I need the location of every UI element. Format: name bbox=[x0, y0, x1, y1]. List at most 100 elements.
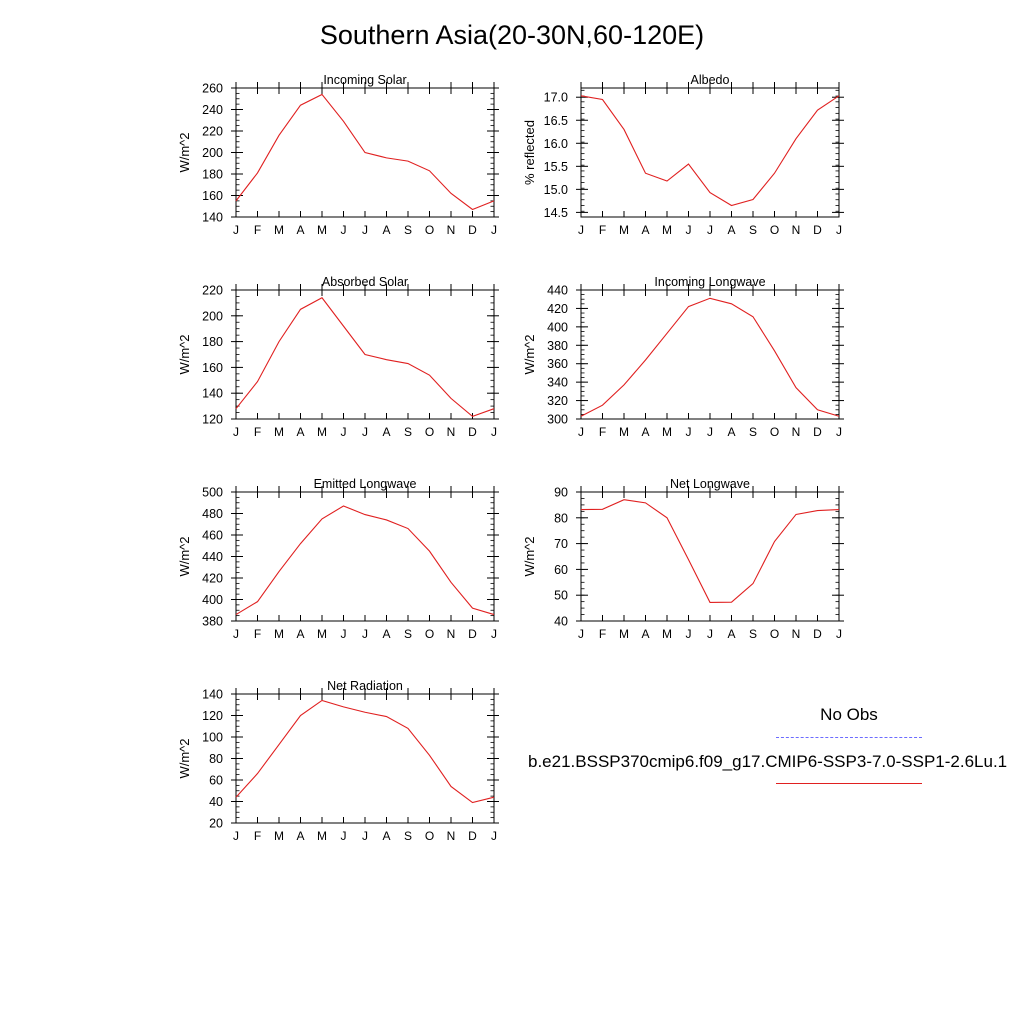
chart-5-xtick-label: J bbox=[836, 627, 842, 641]
chart-1-xtick-label: J bbox=[836, 223, 842, 237]
chart-1-title: Albedo bbox=[691, 73, 730, 87]
chart-1-xtick-label: J bbox=[578, 223, 584, 237]
chart-2-xtick-label: M bbox=[317, 425, 327, 439]
chart-4-xtick-label: J bbox=[491, 627, 497, 641]
chart-0-ytick-label: 180 bbox=[202, 168, 223, 182]
chart-2-ytick-label: 120 bbox=[202, 413, 223, 427]
chart-4-xtick-label: N bbox=[447, 627, 456, 641]
chart-3-xtick-label: O bbox=[770, 425, 779, 439]
chart-4-xtick-label: F bbox=[254, 627, 261, 641]
chart-6-xtick-label: J bbox=[233, 829, 239, 843]
chart-3-ytick-label: 320 bbox=[547, 394, 568, 408]
chart-5-xtick-label: J bbox=[686, 627, 692, 641]
page-title: Southern Asia(20-30N,60-120E) bbox=[319, 20, 705, 50]
chart-4-xtick-label: S bbox=[404, 627, 412, 641]
chart-1-xtick-label: S bbox=[749, 223, 757, 237]
chart-0-ytick-label: 220 bbox=[202, 125, 223, 139]
chart-4-xtick-label: O bbox=[425, 627, 434, 641]
chart-2-xtick-label: J bbox=[341, 425, 347, 439]
chart-6-ylabel: W/m^2 bbox=[177, 738, 192, 778]
chart-6-xtick-label: O bbox=[425, 829, 434, 843]
chart-1-series-line-0 bbox=[580, 95, 840, 207]
chart-4-ytick-label: 460 bbox=[202, 529, 223, 543]
chart-0-xtick-label: A bbox=[382, 223, 390, 237]
chart-5-xtick-label: M bbox=[619, 627, 629, 641]
chart-4-ytick-label: 420 bbox=[202, 572, 223, 586]
chart-2-ylabel: W/m^2 bbox=[177, 334, 192, 374]
chart-4-ytick-label: 380 bbox=[202, 615, 223, 629]
chart-6-ytick-label: 40 bbox=[209, 795, 223, 809]
chart-5-ytick-label: 80 bbox=[554, 511, 568, 525]
chart-3-ytick-label: 360 bbox=[547, 357, 568, 371]
chart-3-series-line-0 bbox=[580, 297, 840, 417]
chart-0-xtick-label: O bbox=[425, 223, 434, 237]
chart-4-xtick-label: J bbox=[233, 627, 239, 641]
chart-3-xtick-label: J bbox=[686, 425, 692, 439]
chart-0-title: Incoming Solar bbox=[323, 73, 406, 87]
chart-1-xtick-label: F bbox=[599, 223, 606, 237]
chart-0-ytick-label: 140 bbox=[202, 211, 223, 225]
chart-3-xtick-label: N bbox=[792, 425, 801, 439]
chart-4-xtick-label: A bbox=[382, 627, 390, 641]
chart-6-ytick-label: 60 bbox=[209, 774, 223, 788]
chart-3-xtick-label: M bbox=[662, 425, 672, 439]
chart-0-ylabel: W/m^2 bbox=[177, 132, 192, 172]
chart-6-xtick-label: D bbox=[468, 829, 477, 843]
chart-6-xtick-label: N bbox=[447, 829, 456, 843]
chart-1-xtick-label: D bbox=[813, 223, 822, 237]
chart-3-ytick-label: 420 bbox=[547, 302, 568, 316]
chart-4-xtick-label: A bbox=[296, 627, 304, 641]
chart-0-series-line-0 bbox=[235, 93, 495, 211]
chart-4-ytick-label: 400 bbox=[202, 593, 223, 607]
chart-4-xtick-label: J bbox=[341, 627, 347, 641]
chart-3-xtick-label: F bbox=[599, 425, 606, 439]
chart-4-xtick-label: M bbox=[317, 627, 327, 641]
legend-case-line bbox=[776, 783, 922, 784]
chart-2-series-line-0 bbox=[235, 297, 495, 418]
chart-4-xtick-label: J bbox=[362, 627, 368, 641]
chart-2-xtick-label: N bbox=[447, 425, 456, 439]
chart-3-xtick-label: J bbox=[836, 425, 842, 439]
chart-2-ytick-label: 200 bbox=[202, 309, 223, 323]
chart-6-xtick-label: M bbox=[274, 829, 284, 843]
chart-6-ytick-label: 20 bbox=[209, 817, 223, 831]
legend-obs-label: No Obs bbox=[820, 705, 878, 724]
chart-2-xtick-label: D bbox=[468, 425, 477, 439]
chart-5-xtick-label: N bbox=[792, 627, 801, 641]
chart-3-ytick-label: 340 bbox=[547, 376, 568, 390]
chart-1-ytick-label: 14.5 bbox=[544, 206, 568, 220]
chart-6-title: Net Radiation bbox=[327, 679, 403, 693]
chart-2-ytick-label: 160 bbox=[202, 361, 223, 375]
chart-3-xtick-label: A bbox=[641, 425, 649, 439]
chart-1-ylabel: % reflected bbox=[522, 120, 537, 185]
chart-6-xtick-label: M bbox=[317, 829, 327, 843]
chart-2-ytick-label: 140 bbox=[202, 387, 223, 401]
chart-1-ytick-label: 15.5 bbox=[544, 160, 568, 174]
chart-3-ytick-label: 400 bbox=[547, 320, 568, 334]
chart-0-xtick-label: M bbox=[274, 223, 284, 237]
chart-1-xtick-label: M bbox=[619, 223, 629, 237]
chart-2-ytick-label: 220 bbox=[202, 284, 223, 298]
chart-1-xtick-label: A bbox=[641, 223, 649, 237]
chart-5-xtick-label: J bbox=[578, 627, 584, 641]
chart-3-ytick-label: 300 bbox=[547, 413, 568, 427]
chart-3-xtick-label: J bbox=[707, 425, 713, 439]
chart-4-ytick-label: 480 bbox=[202, 507, 223, 521]
chart-5-ytick-label: 50 bbox=[554, 589, 568, 603]
chart-4-ylabel: W/m^2 bbox=[177, 536, 192, 576]
chart-2-xtick-label: J bbox=[491, 425, 497, 439]
chart-3-xtick-label: D bbox=[813, 425, 822, 439]
chart-0-xtick-label: F bbox=[254, 223, 261, 237]
chart-0-xtick-label: S bbox=[404, 223, 412, 237]
chart-4-xtick-label: D bbox=[468, 627, 477, 641]
chart-6-xtick-label: J bbox=[491, 829, 497, 843]
chart-3-xtick-label: J bbox=[578, 425, 584, 439]
chart-4-frame bbox=[235, 491, 495, 622]
chart-3-xtick-label: S bbox=[749, 425, 757, 439]
chart-1-ytick-label: 17.0 bbox=[544, 91, 568, 105]
chart-1-xtick-label: M bbox=[662, 223, 672, 237]
chart-5-title: Net Longwave bbox=[670, 477, 750, 491]
chart-5-xtick-label: M bbox=[662, 627, 672, 641]
chart-0-ytick-label: 240 bbox=[202, 103, 223, 117]
